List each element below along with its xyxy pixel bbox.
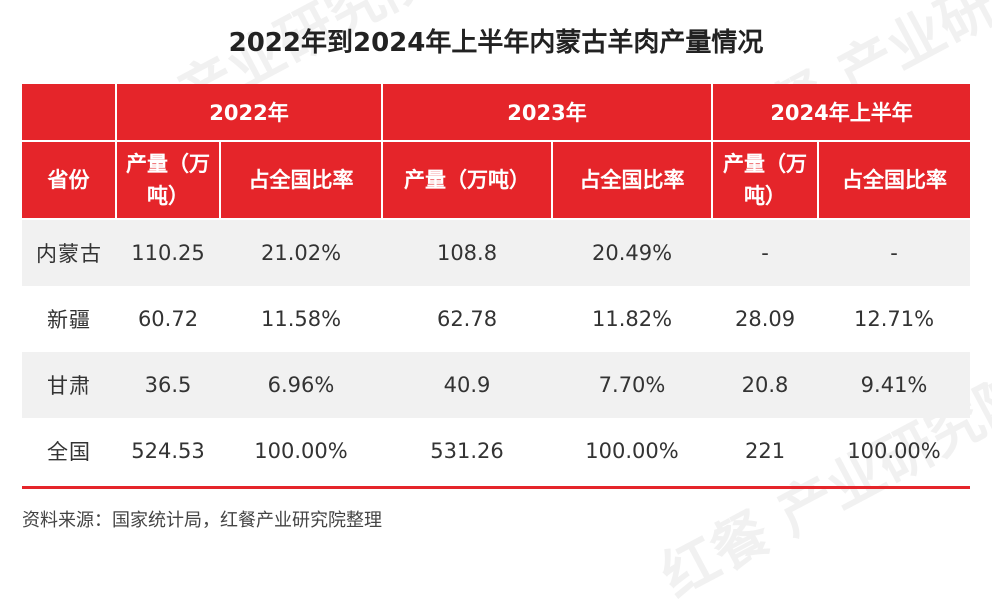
table-cell: 21.02%	[220, 219, 383, 286]
table-cell: 221	[744, 439, 786, 463]
corner-cell	[22, 84, 116, 142]
group-header-row: 2022年 2023年 2024年上半年	[22, 84, 971, 142]
column-header: 占全国比率	[551, 141, 713, 220]
table-cell: 100.00%	[847, 439, 941, 463]
table-cell: 36.5	[116, 352, 220, 418]
table-cell: 108.8	[382, 219, 553, 286]
table-cell: 6.96%	[220, 352, 383, 418]
table-cell: -	[818, 219, 971, 286]
column-header: 产量（万吨）	[115, 141, 220, 220]
table-cell: 60.72	[137, 307, 199, 331]
column-header-row: 省份 产量（万吨） 占全国比率 产量（万吨） 占全国比率 产量（万吨） 占全国比…	[22, 141, 971, 220]
table-row: 甘肃 36.5 6.96% 40.9 7.70% 20.8 9.41%	[22, 352, 971, 418]
table-row: 全国 524.53 100.00% 531.26 100.00% 221 100…	[22, 418, 970, 484]
table-cell: 7.70%	[552, 352, 713, 418]
table-row: 新疆 60.72 11.58% 62.78 11.82% 28.09 12.71…	[22, 286, 970, 352]
table-cell: 100.00%	[254, 439, 348, 463]
table-cell: 甘肃	[22, 352, 116, 418]
table-cell: 内蒙古	[22, 219, 116, 286]
column-header: 产量（万吨）	[381, 141, 553, 220]
table-cell: 新疆	[47, 308, 91, 332]
table-cell: 11.58%	[260, 307, 342, 331]
table-cell: 524.53	[131, 439, 205, 463]
table-cell: -	[712, 219, 819, 286]
table-cell: 全国	[47, 440, 91, 464]
group-header: 2024年上半年	[711, 84, 971, 142]
column-header: 占全国比率	[218, 141, 383, 220]
column-header: 占全国比率	[817, 141, 971, 220]
column-header: 省份	[22, 141, 116, 220]
table-cell: 11.82%	[591, 307, 673, 331]
data-table: 2022年 2023年 2024年上半年 省份 产量（万吨） 占全国比率 产量（…	[22, 84, 971, 484]
table-cell: 100.00%	[585, 439, 679, 463]
table-cell: 20.8	[712, 352, 819, 418]
table-cell: 9.41%	[818, 352, 971, 418]
bottom-rule	[22, 486, 970, 489]
table-cell: 40.9	[382, 352, 553, 418]
table-cell: 12.71%	[854, 307, 935, 331]
table-cell: 20.49%	[552, 219, 713, 286]
source-note: 资料来源：国家统计局，红餐产业研究院整理	[22, 510, 382, 531]
table-row: 内蒙古 110.25 21.02% 108.8 20.49% - -	[22, 219, 971, 286]
chart-title: 2022年到2024年上半年内蒙古羊肉产量情况	[228, 28, 764, 58]
table-cell: 531.26	[430, 439, 504, 463]
group-header: 2022年	[114, 84, 383, 142]
table-cell: 62.78	[436, 307, 498, 331]
table-cell: 110.25	[116, 219, 220, 286]
table-cell: 28.09	[734, 307, 796, 331]
column-header: 产量（万吨）	[711, 141, 819, 220]
group-header: 2023年	[381, 84, 713, 142]
